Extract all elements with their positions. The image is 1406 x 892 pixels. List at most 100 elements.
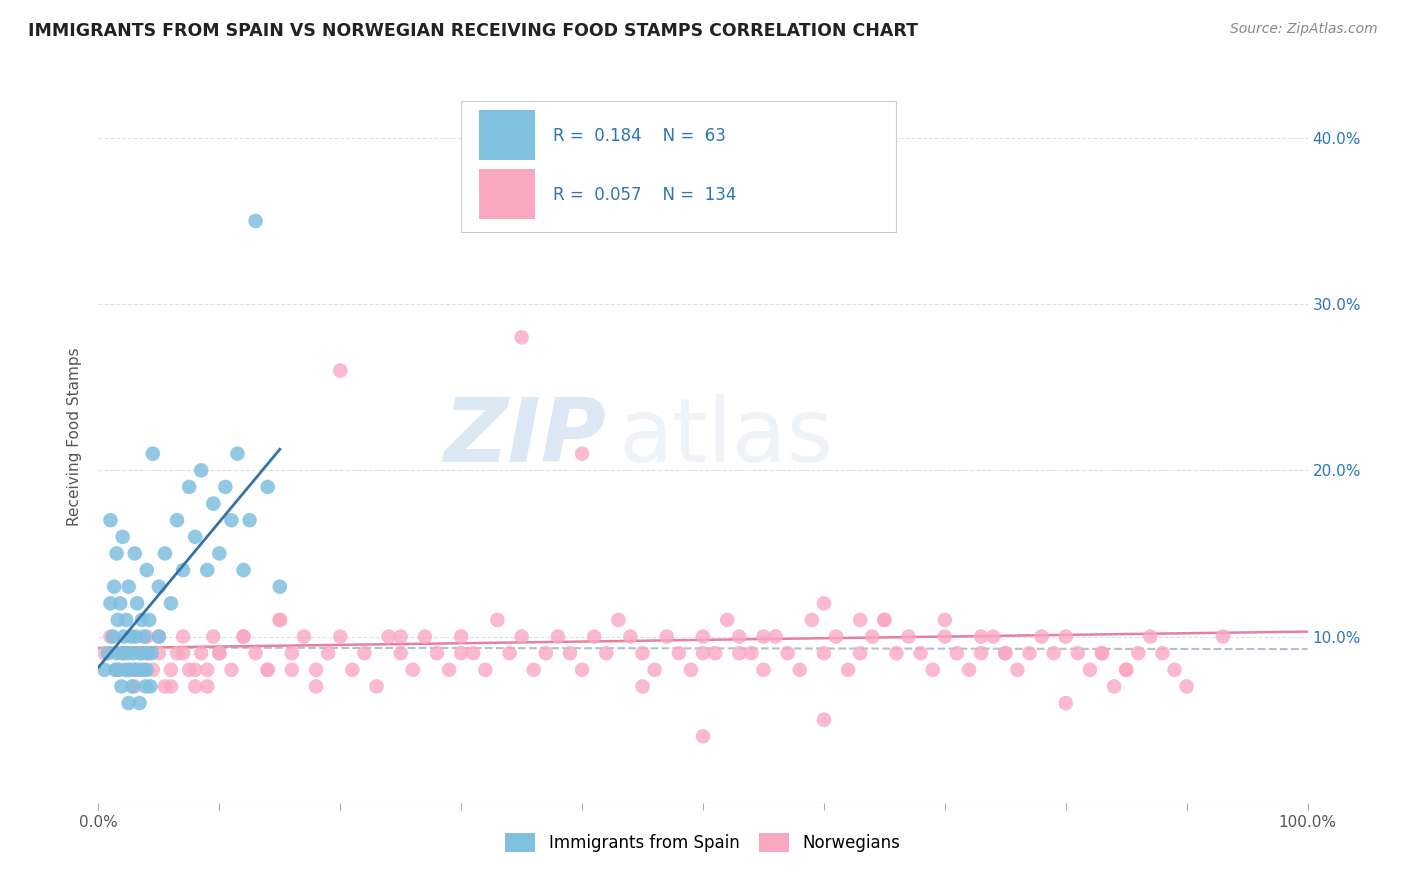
Point — [190, 463, 212, 477]
Point — [190, 646, 212, 660]
Point — [474, 663, 496, 677]
Point — [595, 646, 617, 660]
Point — [110, 680, 132, 694]
Point — [107, 613, 129, 627]
Point — [1115, 663, 1137, 677]
Point — [752, 630, 775, 644]
Point — [1031, 630, 1053, 644]
Point — [148, 646, 170, 660]
Point — [100, 513, 122, 527]
Point — [127, 663, 149, 677]
Point — [232, 563, 254, 577]
Point — [141, 646, 163, 660]
Point — [534, 646, 557, 660]
Point — [105, 546, 128, 560]
Point — [118, 580, 141, 594]
Point — [136, 646, 159, 660]
Point — [179, 480, 201, 494]
Point — [813, 596, 835, 610]
Point — [1115, 663, 1137, 677]
Point — [1102, 680, 1125, 694]
Point — [353, 646, 375, 660]
Point — [366, 680, 388, 694]
Point — [138, 613, 160, 627]
Point — [93, 646, 115, 660]
Point — [101, 630, 124, 644]
Point — [316, 646, 339, 660]
Point — [134, 630, 156, 644]
Point — [232, 630, 254, 644]
Point — [124, 546, 146, 560]
Point — [118, 663, 141, 677]
Point — [1152, 646, 1174, 660]
Point — [245, 646, 267, 660]
Point — [118, 663, 141, 677]
Point — [269, 613, 291, 627]
Point — [607, 613, 630, 627]
Point — [1007, 663, 1029, 677]
Point — [728, 630, 751, 644]
Point — [179, 663, 201, 677]
Point — [692, 646, 714, 660]
Point — [184, 680, 207, 694]
Point — [934, 630, 956, 644]
Point — [402, 663, 425, 677]
Point — [256, 480, 278, 494]
Point — [873, 613, 896, 627]
Legend: Immigrants from Spain, Norwegians: Immigrants from Spain, Norwegians — [496, 824, 910, 860]
Point — [129, 646, 152, 660]
Point — [208, 546, 231, 560]
Text: ZIP: ZIP — [443, 393, 606, 481]
Point — [1091, 646, 1114, 660]
Point — [825, 630, 848, 644]
Text: IMMIGRANTS FROM SPAIN VS NORWEGIAN RECEIVING FOOD STAMPS CORRELATION CHART: IMMIGRANTS FROM SPAIN VS NORWEGIAN RECEI… — [28, 22, 918, 40]
Point — [195, 563, 218, 577]
Point — [631, 680, 654, 694]
Point — [886, 646, 908, 660]
Point — [644, 663, 666, 677]
Point — [329, 363, 352, 377]
Point — [389, 630, 412, 644]
Point — [221, 663, 243, 677]
Point — [239, 513, 262, 527]
Point — [1078, 663, 1101, 677]
Point — [679, 663, 702, 677]
Point — [776, 646, 799, 660]
Point — [105, 663, 128, 677]
Point — [1054, 630, 1077, 644]
Point — [214, 480, 236, 494]
Point — [127, 596, 149, 610]
Point — [269, 613, 291, 627]
Point — [583, 630, 606, 644]
Point — [160, 663, 183, 677]
Point — [172, 563, 194, 577]
Point — [269, 580, 291, 594]
Point — [813, 713, 835, 727]
Point — [124, 663, 146, 677]
Point — [111, 530, 134, 544]
Point — [184, 663, 207, 677]
Point — [946, 646, 969, 660]
Point — [510, 630, 533, 644]
Point — [226, 447, 249, 461]
Point — [195, 680, 218, 694]
Point — [655, 630, 678, 644]
Point — [1067, 646, 1090, 660]
Point — [93, 663, 115, 677]
Point — [202, 630, 225, 644]
Point — [413, 630, 436, 644]
Point — [668, 646, 690, 660]
Point — [121, 680, 143, 694]
Point — [111, 646, 134, 660]
Point — [166, 646, 188, 660]
Point — [740, 646, 762, 660]
Point — [208, 646, 231, 660]
Point — [100, 630, 122, 644]
Point — [704, 646, 727, 660]
Point — [329, 630, 352, 644]
Point — [716, 613, 738, 627]
Point — [124, 663, 146, 677]
Point — [910, 646, 932, 660]
Point — [256, 663, 278, 677]
Point — [1091, 646, 1114, 660]
